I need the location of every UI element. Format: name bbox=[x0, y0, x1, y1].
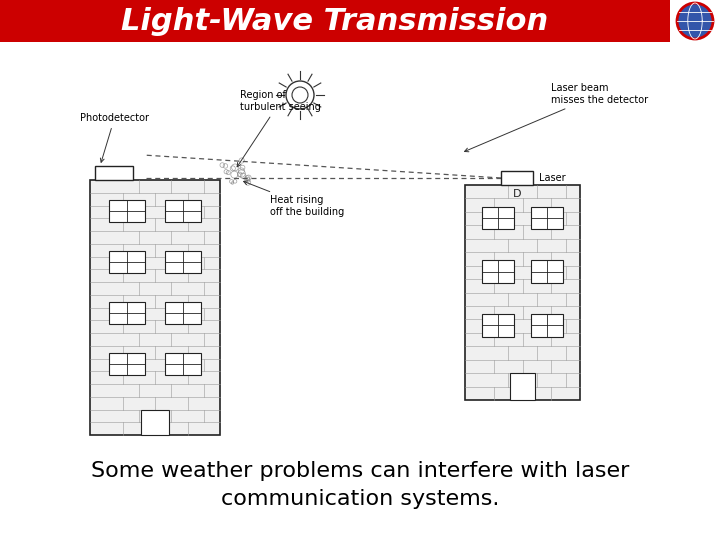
Bar bbox=[531, 314, 563, 336]
Bar bbox=[465, 185, 580, 400]
Text: Photodetector: Photodetector bbox=[80, 113, 149, 163]
Bar bbox=[501, 171, 533, 185]
Bar bbox=[165, 353, 201, 375]
Bar bbox=[165, 302, 201, 324]
Text: Light-Wave Transmission: Light-Wave Transmission bbox=[122, 6, 549, 36]
Bar bbox=[670, 0, 720, 42]
Bar bbox=[109, 302, 145, 324]
Bar bbox=[165, 200, 201, 222]
Text: Heat rising
off the building: Heat rising off the building bbox=[243, 181, 344, 217]
Text: Laser beam
misses the detector: Laser beam misses the detector bbox=[464, 83, 648, 152]
Bar bbox=[531, 206, 563, 229]
Bar bbox=[109, 353, 145, 375]
Bar bbox=[109, 200, 145, 222]
Bar bbox=[95, 166, 133, 180]
Bar bbox=[482, 206, 514, 229]
Bar bbox=[165, 252, 201, 273]
Bar bbox=[109, 252, 145, 273]
Bar bbox=[482, 260, 514, 283]
Bar bbox=[531, 260, 563, 283]
Bar bbox=[482, 314, 514, 336]
Text: Region of
turbulent seeing: Region of turbulent seeing bbox=[237, 90, 321, 167]
Bar bbox=[140, 409, 169, 435]
Circle shape bbox=[677, 3, 713, 39]
Text: D: D bbox=[513, 189, 521, 199]
Bar bbox=[510, 373, 535, 400]
Text: Laser: Laser bbox=[539, 173, 566, 183]
Text: Some weather problems can interfere with laser
communication systems.: Some weather problems can interfere with… bbox=[91, 461, 629, 509]
Bar bbox=[0, 0, 670, 42]
Bar bbox=[90, 180, 220, 435]
